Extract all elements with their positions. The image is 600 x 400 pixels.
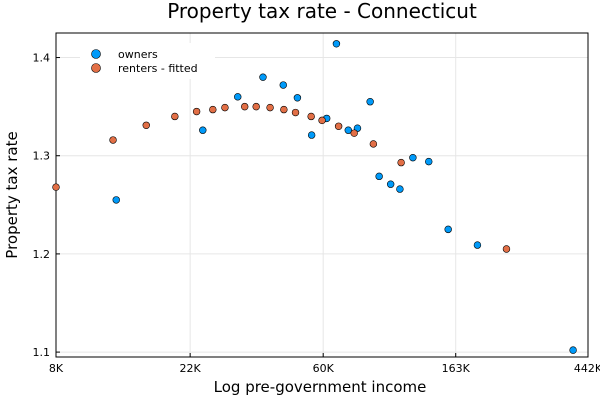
owners-point [366, 98, 374, 106]
x-tick-label: 22K [180, 362, 202, 375]
renters-fitted-point [192, 107, 201, 116]
legend: owners renters - fitted [80, 43, 215, 79]
owners-point [375, 172, 383, 181]
renters-fitted-point [369, 140, 378, 148]
owners-point [444, 225, 452, 234]
y-tick-label: 1.3 [33, 150, 51, 163]
renters-fitted-point [502, 245, 511, 253]
plot-frame [55, 32, 589, 358]
renters-fitted-point [252, 102, 260, 111]
chart-title: Property tax rate - Connecticut [167, 0, 477, 23]
owners-point [344, 126, 352, 134]
owners-point [199, 126, 207, 134]
owners-point [569, 346, 577, 354]
x-axis-label: Log pre-government income [214, 378, 427, 396]
renters-fitted-point [209, 105, 217, 114]
renters-fitted-point [109, 136, 117, 144]
axis-ticks: 8K 22K 60K 163K 442K 1.1 1.2 1.3 1.4 [33, 52, 600, 375]
renters-fitted-point [266, 103, 274, 112]
legend-label-owners: owners [118, 48, 158, 61]
renters-fitted-point [52, 183, 60, 191]
owners-point [112, 196, 120, 204]
legend-label-renters: renters - fitted [118, 62, 198, 75]
y-axis-label: Property tax rate [3, 131, 21, 258]
renters-fitted-point [280, 105, 288, 114]
renters-fitted-point [307, 112, 315, 121]
x-tick-label: 60K [313, 362, 335, 375]
x-tick-label: 442K [574, 362, 600, 375]
owners-point [293, 94, 302, 102]
x-tick-label: 163K [442, 362, 471, 375]
renters-fitted-point [142, 121, 150, 129]
renters-fitted-point [318, 116, 326, 125]
renters-fitted-point [221, 103, 229, 112]
owners-point [409, 153, 417, 162]
y-tick-label: 1.1 [33, 346, 51, 359]
owners-point [234, 93, 242, 101]
legend-marker-renters [91, 63, 101, 73]
renters-fitted-point [171, 112, 179, 121]
x-tick-label: 8K [49, 362, 64, 375]
owners-point [386, 180, 395, 188]
renters-fitted-point [350, 129, 358, 137]
owners-point [259, 73, 267, 81]
legend-marker-owners [91, 49, 101, 59]
owners-point [473, 241, 482, 249]
y-tick-label: 1.4 [33, 52, 51, 65]
owners-point [425, 157, 433, 166]
renters-fitted-point [241, 102, 249, 111]
renters-fitted-point [334, 122, 343, 130]
owners-point [396, 185, 404, 193]
y-tick-label: 1.2 [33, 248, 51, 261]
owners-point [307, 131, 316, 139]
grid-lines [55, 33, 589, 357]
owners-point [279, 81, 287, 89]
data-points [52, 40, 577, 354]
owners-point [332, 40, 341, 48]
renters-fitted-point [397, 158, 405, 167]
legend-box [80, 43, 215, 79]
renters-fitted-point [291, 108, 300, 117]
